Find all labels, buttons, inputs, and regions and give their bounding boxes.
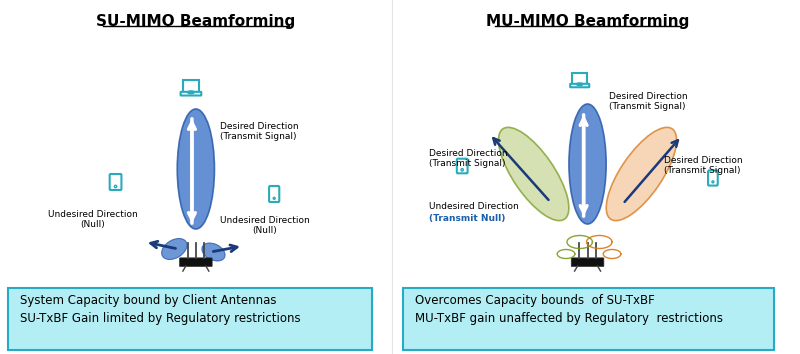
Ellipse shape xyxy=(162,239,187,259)
FancyBboxPatch shape xyxy=(708,170,718,185)
Circle shape xyxy=(461,169,463,171)
Text: SU-MIMO Beamforming: SU-MIMO Beamforming xyxy=(96,14,295,29)
Text: Desired Direction
(Transmit Signal): Desired Direction (Transmit Signal) xyxy=(609,92,688,112)
Text: Undesired Direction
(Null): Undesired Direction (Null) xyxy=(219,216,310,235)
Circle shape xyxy=(114,185,117,188)
FancyBboxPatch shape xyxy=(457,159,467,173)
Text: System Capacity bound by Client Antennas
SU-TxBF Gain limited by Regulatory rest: System Capacity bound by Client Antennas… xyxy=(19,294,300,325)
Text: (Transmit Null): (Transmit Null) xyxy=(429,214,506,223)
Text: Desired Direction
(Transmit Signal): Desired Direction (Transmit Signal) xyxy=(664,156,742,175)
FancyBboxPatch shape xyxy=(181,92,202,96)
Circle shape xyxy=(712,181,714,183)
Text: Desired Direction
(Transmit Signal): Desired Direction (Transmit Signal) xyxy=(429,149,507,169)
Text: Desired Direction
(Transmit Signal): Desired Direction (Transmit Signal) xyxy=(220,122,299,141)
Text: Overcomes Capacity bounds  of SU-TxBF
MU-TxBF gain unaffected by Regulatory  res: Overcomes Capacity bounds of SU-TxBF MU-… xyxy=(415,294,723,325)
FancyBboxPatch shape xyxy=(182,80,199,92)
Text: MU-MIMO Beamforming: MU-MIMO Beamforming xyxy=(486,14,690,29)
FancyBboxPatch shape xyxy=(8,288,372,350)
Ellipse shape xyxy=(178,109,214,229)
FancyBboxPatch shape xyxy=(179,258,212,267)
Circle shape xyxy=(274,197,275,199)
FancyBboxPatch shape xyxy=(403,288,774,350)
FancyBboxPatch shape xyxy=(269,186,279,202)
FancyBboxPatch shape xyxy=(110,174,122,190)
FancyBboxPatch shape xyxy=(570,84,590,87)
Ellipse shape xyxy=(606,127,677,221)
Ellipse shape xyxy=(577,83,582,85)
Ellipse shape xyxy=(498,127,569,221)
FancyBboxPatch shape xyxy=(571,258,604,267)
Ellipse shape xyxy=(569,104,606,224)
Ellipse shape xyxy=(188,91,194,93)
Text: Undesired Direction
(Null): Undesired Direction (Null) xyxy=(48,210,138,229)
Text: Undesired Direction: Undesired Direction xyxy=(429,202,518,211)
FancyBboxPatch shape xyxy=(572,73,587,84)
Ellipse shape xyxy=(202,243,225,261)
